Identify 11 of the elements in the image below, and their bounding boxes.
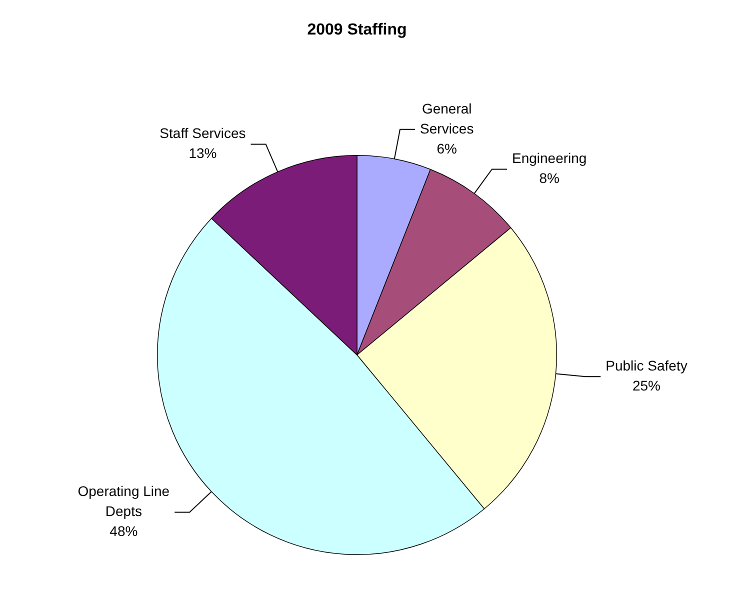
data-label: 48% — [110, 523, 138, 540]
slice-label: General Services — [420, 100, 474, 136]
slice-label: Engineering — [512, 150, 587, 166]
data-label: 8% — [539, 170, 560, 186]
chart-title: 2009 Staffing — [307, 21, 407, 38]
data-label: 6% — [436, 140, 457, 156]
slice-label: Staff Services — [160, 125, 246, 142]
slice-label: Operating Line Depts — [78, 483, 170, 520]
data-label: 13% — [188, 145, 217, 162]
data-label: 25% — [632, 377, 660, 394]
slice-label: Public Safety — [606, 357, 688, 374]
